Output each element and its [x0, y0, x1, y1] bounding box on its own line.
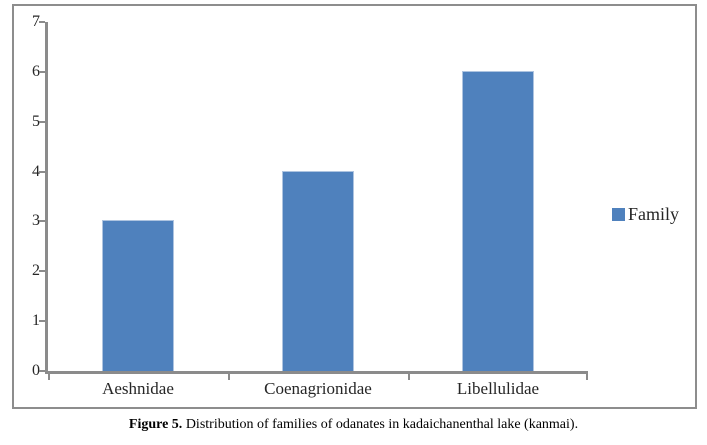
x-axis-tick [228, 374, 230, 380]
y-axis-tick [39, 71, 45, 73]
figure-caption-text: Distribution of families of odanates in … [182, 417, 579, 432]
y-axis-tick-label: 1 [32, 312, 40, 329]
bar-libellulidae [462, 71, 534, 371]
x-axis-tick [48, 374, 50, 380]
bar-aeshnidae [102, 220, 174, 371]
plot-area [39, 21, 588, 380]
legend: Family [612, 204, 679, 225]
y-axis-tick [39, 370, 45, 372]
legend-color-swatch-icon [612, 208, 625, 221]
y-axis-tick [39, 220, 45, 222]
x-axis-tick [586, 374, 588, 380]
y-axis-tick-label: 5 [32, 113, 40, 130]
x-axis-category-label: Libellulidae [456, 379, 540, 398]
y-axis-tick-label: 7 [32, 13, 40, 30]
x-axis-labels: Aeshnidae Coenagrionidae Libellulidae [48, 379, 588, 399]
y-axis-labels: 0 1 2 3 4 5 6 7 [14, 13, 40, 379]
y-axis-tick-label: 4 [32, 163, 40, 180]
x-axis-category-label: Aeshnidae [102, 379, 174, 398]
y-axis-tick-label: 3 [32, 212, 40, 229]
y-axis-tick [39, 121, 45, 123]
legend-label: Family [628, 204, 680, 224]
figure-caption: Figure 5. Distribution of families of od… [0, 417, 707, 433]
y-axis-tick-label: 6 [32, 63, 40, 80]
y-axis-tick [39, 171, 45, 173]
y-axis-tick [39, 21, 45, 23]
y-axis-tick-label: 2 [32, 262, 40, 279]
y-axis-tick [39, 270, 45, 272]
chart-frame: 0 1 2 3 4 5 6 7 Aeshnidae Coenagrionidae Libellul… [12, 4, 697, 409]
figure-caption-number: Figure 5. [128, 417, 183, 432]
y-axis-tick [39, 320, 45, 322]
y-axis-tick-label: 0 [32, 362, 40, 379]
x-axis-tick [408, 374, 410, 380]
x-axis-category-label: Coenagrionidae [264, 379, 372, 398]
bar-coenagrionidae [282, 171, 354, 371]
